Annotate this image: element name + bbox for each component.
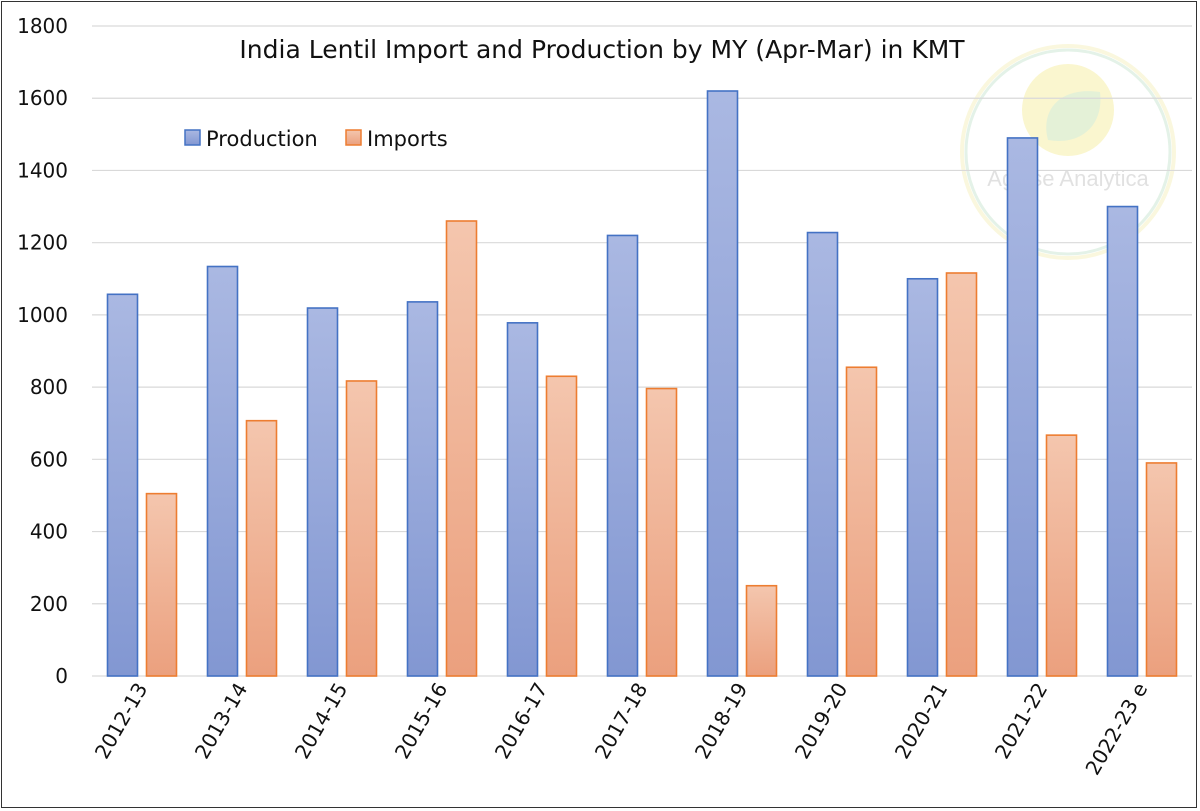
y-tick-label: 600 [30,447,68,471]
bar-production [206,265,239,677]
bar-imports [245,419,278,677]
x-tick-label: 2022-23 e [1080,679,1152,780]
x-tick-label: 2012-13 [90,679,153,763]
bar-production [906,277,939,677]
bar-imports [345,380,378,677]
y-tick-label: 1000 [17,303,68,327]
x-tick-label: 2021-22 [990,679,1053,763]
x-tick-label: 2018-19 [690,679,753,763]
bar-production [506,322,539,677]
bar-production [106,293,139,677]
y-tick-label: 0 [55,664,68,688]
legend-swatch-production [184,129,201,146]
y-tick-label: 200 [30,592,68,616]
y-tick-label: 1400 [17,158,68,182]
legend-label-imports: Imports [367,127,448,151]
bar-imports [545,375,578,677]
bars [106,90,1178,677]
bar-production [1006,137,1039,677]
bar-production [806,231,839,677]
bar-imports [145,492,178,677]
bar-imports [945,272,978,677]
y-tick-label: 1600 [17,86,68,110]
bar-production [406,301,439,677]
x-tick-label: 2019-20 [790,679,853,763]
x-tick-label: 2015-16 [390,679,453,763]
x-tick-label: 2020-21 [890,679,953,763]
bar-production [706,90,739,677]
legend: Production Imports [184,127,448,151]
bar-production [1106,205,1139,677]
x-axis-ticks: 2012-13 2013-14 2014-15 2015-16 2016-17 2017-… [90,679,1153,780]
y-tick-label: 1800 [17,14,68,38]
watermark-logo: Agrilse Analytica [960,44,1176,260]
x-tick-label: 2014-15 [290,679,353,763]
bar-imports [1145,462,1178,677]
chart-title: India Lentil Import and Production by MY… [239,35,965,64]
bar-production [606,234,639,677]
bar-imports [1045,434,1078,677]
y-tick-label: 400 [30,520,68,544]
bar-imports [745,584,778,677]
x-tick-label: 2017-18 [590,679,653,763]
bar-production [306,307,339,677]
y-axis-ticks: 0 200 400 600 800 1000 1200 1400 1600 1800 [17,14,68,688]
x-tick-label: 2013-14 [190,679,253,763]
y-tick-label: 800 [30,375,68,399]
x-tick-label: 2016-17 [490,679,553,763]
bar-imports [845,366,878,677]
bar-imports [645,387,678,677]
bar-imports [445,220,478,677]
y-tick-label: 1200 [17,231,68,255]
legend-label-production: Production [206,127,318,151]
legend-swatch-imports [345,129,362,146]
